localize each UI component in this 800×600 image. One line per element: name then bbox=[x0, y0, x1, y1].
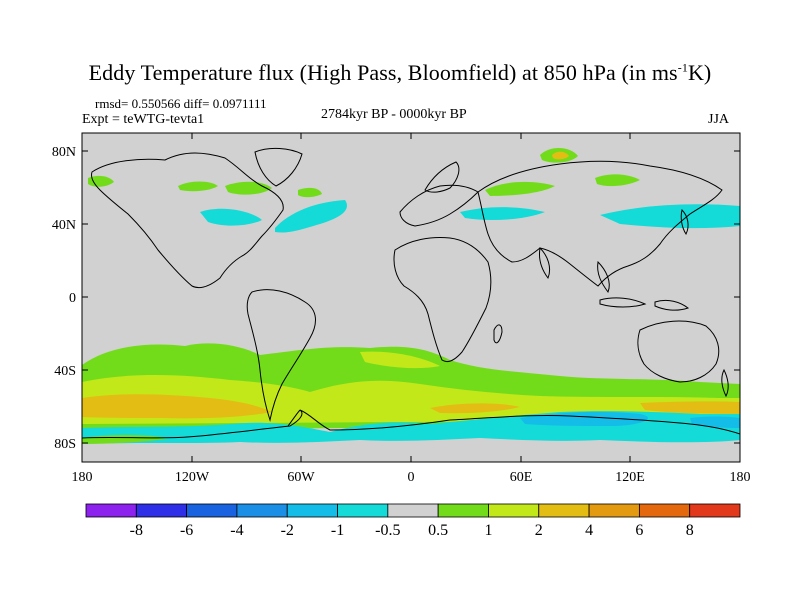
lat-labels: 80N 40N 0 40S 80S bbox=[52, 145, 76, 452]
colorbar-swatch bbox=[638, 503, 691, 518]
colorbar-label: 8 bbox=[686, 522, 694, 539]
colorbar-swatch bbox=[488, 503, 540, 518]
field-canada-green bbox=[178, 181, 218, 192]
field-south-orange-3 bbox=[640, 401, 740, 414]
coast-madagascar bbox=[493, 324, 503, 344]
coast-europe bbox=[399, 184, 479, 227]
coastlines bbox=[82, 147, 740, 439]
colorbar-label: 0.5 bbox=[428, 522, 448, 539]
experiment-label: Expt = teWTG-tevta1 bbox=[82, 112, 205, 127]
lon-label: 120E bbox=[615, 470, 645, 485]
field-natl-cyan bbox=[275, 200, 348, 233]
lon-label: 60W bbox=[287, 470, 315, 485]
colorbar-swatch bbox=[236, 503, 288, 518]
lat-label: 40N bbox=[52, 218, 76, 233]
stats-label: rmsd= 0.550566 diff= 0.0971111 bbox=[95, 96, 267, 111]
coast-greenland bbox=[254, 147, 303, 187]
field-south-orange bbox=[82, 394, 272, 419]
colorbar-swatch bbox=[186, 503, 238, 518]
lon-label: 180 bbox=[730, 470, 751, 485]
axis-ticks bbox=[82, 133, 740, 462]
lon-labels: 180 120W 60W 0 60E 120E 180 bbox=[72, 470, 751, 485]
colorbar-labels: -8 -6 -4 -2 -1 -0.5 0.5 1 2 4 6 8 bbox=[130, 522, 694, 539]
lat-label: 0 bbox=[69, 291, 76, 306]
colorbar-label: -2 bbox=[281, 522, 294, 539]
colorbar-swatch bbox=[337, 503, 389, 518]
field-asia-cyan bbox=[460, 207, 545, 220]
lat-label: 80S bbox=[54, 437, 76, 452]
coast-indonesia bbox=[599, 297, 690, 311]
coast-indochina bbox=[597, 260, 610, 294]
colorbar-label: -6 bbox=[180, 522, 193, 539]
coast-scandinavia bbox=[424, 161, 460, 193]
colorbar-swatch bbox=[286, 503, 338, 518]
field-npac-cyan bbox=[600, 204, 740, 229]
lat-label: 80N bbox=[52, 145, 76, 160]
colorbar-label: 6 bbox=[635, 522, 643, 539]
lon-label: 60E bbox=[510, 470, 533, 485]
plot-title: Eddy Temperature flux (High Pass, Bloomf… bbox=[88, 60, 712, 85]
colorbar bbox=[85, 503, 741, 518]
field-siberia-green bbox=[595, 174, 640, 187]
coast-south-america bbox=[246, 289, 316, 422]
colorbar-swatch bbox=[588, 503, 640, 518]
lat-label: 40S bbox=[54, 364, 76, 379]
coast-antarctica bbox=[82, 409, 740, 439]
coast-japan bbox=[680, 209, 689, 235]
colorbar-swatch bbox=[387, 503, 439, 518]
field-arctic-yellow bbox=[552, 151, 569, 160]
lon-label: 180 bbox=[72, 470, 93, 485]
anomaly-fields bbox=[82, 147, 740, 444]
season-label: JJA bbox=[708, 112, 730, 127]
colorbar-label: 4 bbox=[585, 522, 593, 539]
coast-asia bbox=[477, 160, 723, 287]
colorbar-label: -0.5 bbox=[375, 522, 400, 539]
coast-north-america bbox=[91, 152, 284, 289]
coast-new-zealand bbox=[721, 368, 729, 398]
field-south-green-2 bbox=[360, 351, 440, 369]
colorbar-label: 1 bbox=[484, 522, 492, 539]
field-atl-green bbox=[298, 187, 322, 198]
field-eurasia-green bbox=[485, 181, 555, 196]
coast-africa bbox=[393, 237, 492, 363]
field-south-orange-2 bbox=[430, 403, 520, 414]
field-nam-cyan bbox=[200, 208, 262, 226]
colorbar-swatch bbox=[85, 503, 137, 518]
period-label: 2784kyr BP - 0000kyr BP bbox=[321, 107, 467, 122]
colorbar-label: -8 bbox=[130, 522, 143, 539]
colorbar-swatch bbox=[437, 503, 489, 518]
colorbar-swatch bbox=[538, 503, 590, 518]
colorbar-swatch bbox=[135, 503, 188, 518]
coast-india bbox=[539, 246, 551, 280]
coast-australia bbox=[637, 320, 720, 383]
lon-label: 0 bbox=[408, 470, 415, 485]
colorbar-label: 2 bbox=[535, 522, 543, 539]
colorbar-swatch bbox=[689, 503, 741, 518]
lon-label: 120W bbox=[175, 470, 210, 485]
colorbar-label: -4 bbox=[230, 522, 243, 539]
colorbar-label: -1 bbox=[331, 522, 344, 539]
coast-antarctic-peninsula bbox=[287, 409, 301, 427]
